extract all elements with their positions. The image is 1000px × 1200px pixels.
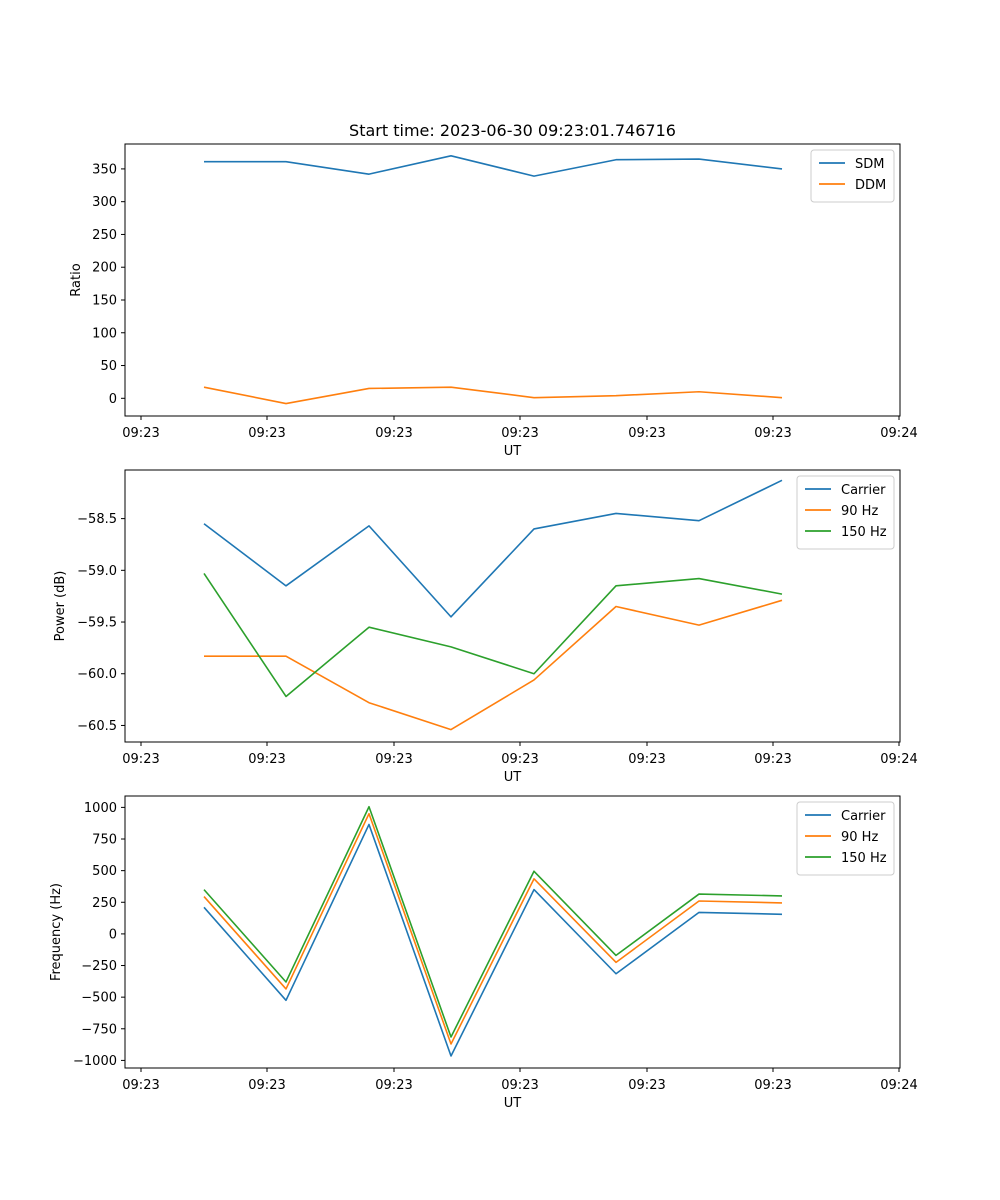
legend-label: 90 Hz xyxy=(841,504,878,519)
y-tick-label: 50 xyxy=(100,359,117,374)
x-tick-label: 09:23 xyxy=(375,1078,412,1093)
x-tick-label: 09:24 xyxy=(880,752,917,767)
y-tick-label: −250 xyxy=(81,959,117,974)
chart-panel-3: 09:23 09:23 09:23 09:23 09:23 09:23 09:24 UT −10… xyxy=(49,795,918,1111)
x-tick-label: 09:23 xyxy=(628,426,665,441)
y-tick-label: 300 xyxy=(92,195,117,210)
axes-frame xyxy=(124,469,901,743)
axes-frame xyxy=(124,143,901,417)
x-tick-label: 09:23 xyxy=(375,426,412,441)
chart-panel-2: 09:23 09:23 09:23 09:23 09:23 09:23 09:24 UT −60… xyxy=(53,469,918,785)
series-line-carrier xyxy=(203,823,783,1057)
x-tick-label: 09:23 xyxy=(754,1078,791,1093)
legend-label: 90 Hz xyxy=(841,830,878,845)
series-line-carrier xyxy=(203,479,783,618)
x-tick-label: 09:23 xyxy=(375,752,412,767)
y-tick-label: −750 xyxy=(81,1022,117,1037)
y-tick-label: −60.5 xyxy=(77,719,117,734)
x-tick-label: 09:23 xyxy=(501,1078,538,1093)
series-line-90-hz xyxy=(204,599,783,731)
y-tick-label: 100 xyxy=(92,326,117,341)
charts: 09:23 09:23 09:23 09:23 09:23 09:23 09:24 UT 0 50… xyxy=(49,143,918,1111)
x-tick-label: 09:24 xyxy=(880,1078,917,1093)
x-axis-label: UT xyxy=(504,444,522,459)
x-tick-label: 09:23 xyxy=(628,752,665,767)
x-tick-label: 09:24 xyxy=(880,426,917,441)
series-line-150-hz xyxy=(203,572,783,698)
y-tick-label: −500 xyxy=(81,991,117,1006)
y-tick-label: 0 xyxy=(109,392,117,407)
x-tick-label: 09:23 xyxy=(248,752,285,767)
y-tick-label: 250 xyxy=(92,228,117,243)
y-tick-label: −1000 xyxy=(73,1054,117,1069)
x-tick-label: 09:23 xyxy=(248,1078,285,1093)
legend-label: Carrier xyxy=(841,809,886,824)
y-tick-label: 200 xyxy=(92,261,117,276)
y-tick-label: −59.0 xyxy=(77,564,117,579)
y-tick-label: 1000 xyxy=(84,801,117,816)
x-axis-label: UT xyxy=(504,770,522,785)
x-tick-label: 09:23 xyxy=(501,426,538,441)
figure-title: Start time: 2023-06-30 09:23:01.746716 xyxy=(349,121,676,140)
y-tick-label: −58.5 xyxy=(77,512,117,527)
series-line-sdm xyxy=(204,155,783,177)
x-tick-label: 09:23 xyxy=(501,752,538,767)
y-tick-label: 0 xyxy=(109,927,117,942)
legend-label: Carrier xyxy=(841,483,886,498)
y-tick-label: 150 xyxy=(92,293,117,308)
y-axis-label: Power (dB) xyxy=(53,571,68,642)
legend-label: 150 Hz xyxy=(841,525,887,540)
x-tick-label: 09:23 xyxy=(122,752,159,767)
y-tick-label: 250 xyxy=(92,896,117,911)
series-line-ddm xyxy=(203,386,783,405)
series-line-150-hz xyxy=(203,805,783,1038)
y-axis-label: Ratio xyxy=(69,263,84,296)
chart-panel-1: 09:23 09:23 09:23 09:23 09:23 09:23 09:24 UT 0 50… xyxy=(69,143,918,459)
x-tick-label: 09:23 xyxy=(754,426,791,441)
y-tick-label: 750 xyxy=(92,833,117,848)
x-tick-label: 09:23 xyxy=(248,426,285,441)
legend-label: 150 Hz xyxy=(841,851,887,866)
y-tick-label: 500 xyxy=(92,864,117,879)
y-tick-label: −59.5 xyxy=(77,616,117,631)
axes-frame xyxy=(124,795,901,1069)
x-tick-label: 09:23 xyxy=(628,1078,665,1093)
x-axis-label: UT xyxy=(504,1096,522,1111)
x-tick-label: 09:23 xyxy=(122,426,159,441)
legend: SDM DDM xyxy=(810,149,895,203)
y-tick-label: 350 xyxy=(92,162,117,177)
y-tick-label: −60.0 xyxy=(77,667,117,682)
legend: Carrier 90 Hz 150 Hz xyxy=(796,475,895,550)
x-tick-label: 09:23 xyxy=(122,1078,159,1093)
legend: Carrier 90 Hz 150 Hz xyxy=(796,801,895,876)
y-axis-label: Frequency (Hz) xyxy=(49,883,64,981)
series-line-90-hz xyxy=(203,812,783,1045)
legend-label: DDM xyxy=(855,178,886,193)
legend-label: SDM xyxy=(855,157,884,172)
x-tick-label: 09:23 xyxy=(754,752,791,767)
